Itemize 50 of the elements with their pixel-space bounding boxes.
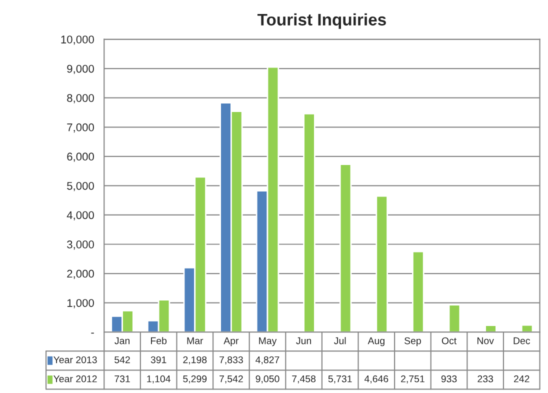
x-tick-label: Aug (368, 337, 384, 346)
data-label: 933 (441, 375, 457, 382)
y-tick-label: 7,000 (67, 123, 94, 133)
x-tick-label: Nov (477, 337, 494, 344)
y-tick-label: 6,000 (67, 152, 94, 162)
x-tick-label: Jan (114, 337, 130, 344)
y-tick-label: 1,000 (67, 299, 94, 308)
legend-label: Year 2012 (54, 375, 97, 382)
y-tick-label: - (91, 332, 94, 334)
x-tick-label: Oct (442, 337, 457, 344)
data-label: 1,104 (147, 375, 170, 384)
x-tick-label: Jun (296, 337, 312, 344)
data-label: 4,646 (364, 375, 388, 384)
x-tick-label: Apr (224, 337, 239, 346)
data-label: 542 (114, 356, 130, 364)
data-label: 391 (150, 356, 166, 364)
data-label: 9,050 (256, 375, 280, 384)
data-label: 731 (114, 375, 130, 382)
data-label: 5,299 (183, 375, 207, 384)
y-tick-label: 8,000 (67, 94, 94, 104)
x-tick-label: Dec (514, 337, 530, 344)
data-label: 5,731 (328, 375, 352, 384)
data-label: 233 (478, 375, 494, 382)
data-label: 242 (514, 375, 530, 382)
y-tick-label: 4,000 (66, 211, 94, 220)
x-tick-label: Jul (334, 337, 346, 344)
x-tick-label: Feb (151, 337, 167, 344)
x-tick-label: May (259, 337, 277, 346)
y-tick-label: 3,000 (67, 240, 94, 250)
x-tick-label: Sep (404, 337, 421, 346)
bar (448, 304, 461, 332)
bar (484, 324, 497, 332)
y-tick-label: 5,000 (67, 182, 94, 192)
bar (412, 250, 424, 332)
data-label: 4,827 (256, 356, 280, 364)
data-label: 7,458 (292, 375, 316, 384)
y-tick-label: 10,000 (61, 36, 94, 45)
bar (339, 164, 352, 332)
data-label: 2,751 (401, 375, 424, 384)
bar (303, 113, 316, 332)
x-tick-label: Mar (187, 337, 204, 344)
y-tick-label: 2,000 (67, 270, 94, 279)
data-label: 2,198 (183, 356, 207, 364)
y-tick-label: 9,000 (67, 64, 94, 74)
chart-title: Tourist Inquiries (257, 13, 386, 29)
legend-label: Year 2013 (54, 356, 97, 364)
data-label: 7,542 (220, 375, 243, 384)
bar (520, 324, 534, 332)
data-label: 7,833 (220, 356, 243, 364)
bar (376, 195, 388, 332)
